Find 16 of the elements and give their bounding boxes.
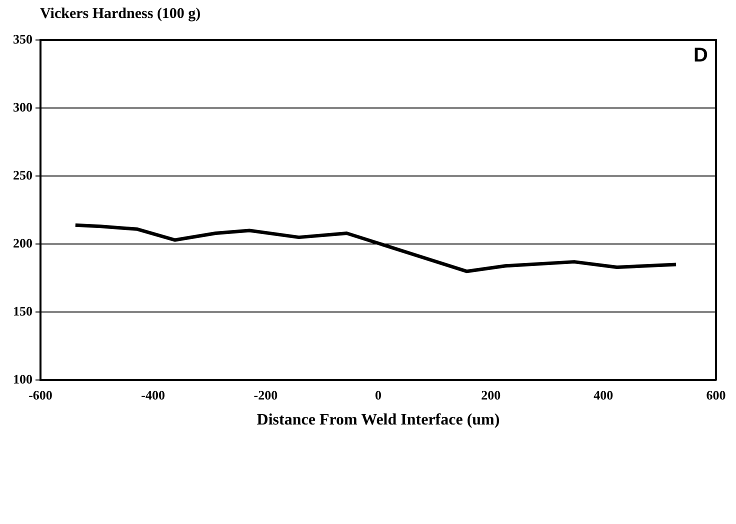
x-tick-label: 400	[594, 387, 614, 402]
x-tick-label: -600	[28, 387, 52, 402]
y-tick-label: 250	[13, 167, 32, 182]
x-tick-label: 200	[481, 387, 501, 402]
x-tick-label: -200	[254, 387, 278, 402]
y-tick-label: 350	[13, 31, 32, 46]
x-axis-title: Distance From Weld Interface (um)	[256, 412, 500, 429]
x-tick-label: -400	[141, 387, 166, 402]
y-tick-label: 300	[13, 99, 32, 114]
y-axis-title: Vickers Hardness (100 g)	[40, 6, 201, 23]
x-tick-label: 0	[375, 387, 382, 402]
y-tick-label: 150	[13, 304, 32, 319]
y-tick-label: 100	[13, 372, 32, 387]
y-tick-label: 200	[13, 235, 32, 250]
x-tick-label: 600	[706, 387, 726, 402]
annotation: D	[694, 44, 708, 67]
